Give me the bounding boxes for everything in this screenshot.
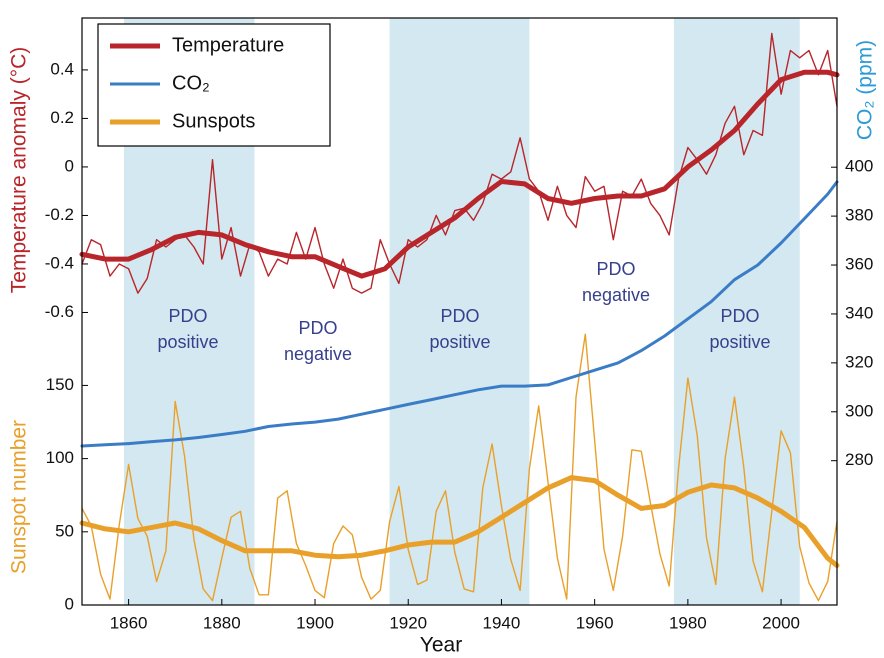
smoothed-line — [79, 475, 840, 568]
y2-tick-label: 380 — [845, 206, 873, 225]
y2-tick-label: 340 — [845, 303, 873, 322]
x-tick-label: 1860 — [110, 613, 148, 632]
smoothed-line — [79, 69, 840, 279]
y3-tick-label: 50 — [55, 521, 74, 540]
pdo-shade — [389, 18, 530, 605]
y2-tick-label: 300 — [845, 401, 873, 420]
y3-tick-label: 0 — [65, 594, 74, 613]
annotation: PDO — [720, 306, 759, 326]
x-tick-label: 1880 — [203, 613, 241, 632]
y3-tick-label: 150 — [46, 375, 74, 394]
annotation: PDO — [440, 306, 479, 326]
annotation: negative — [582, 285, 650, 305]
y2-axis-label: CO₂ (ppm) — [854, 40, 877, 140]
y-tick-label: -0.2 — [45, 205, 74, 224]
x-axis-label: Year — [420, 634, 462, 657]
smoothed-line — [80, 180, 839, 448]
y-tick-label: -0.6 — [45, 302, 74, 321]
y2-tick-label: 280 — [845, 450, 873, 469]
annual-line — [81, 32, 838, 294]
y2-tick-label: 320 — [845, 352, 873, 371]
y-tick-label: 0.2 — [50, 108, 74, 127]
y3-axis-label: Sunspot number — [8, 420, 31, 574]
annotation: positive — [429, 332, 490, 352]
annotation: negative — [284, 344, 352, 364]
plot-frame — [81, 17, 838, 606]
y3-tick-label: 100 — [46, 448, 74, 467]
annotation: PDO — [168, 306, 207, 326]
x-tick-label: 2000 — [762, 613, 800, 632]
y-tick-label: -0.4 — [45, 253, 74, 272]
annual-line — [81, 333, 838, 602]
x-tick-label: 1920 — [389, 613, 427, 632]
annotation: positive — [709, 332, 770, 352]
legend-label: Temperature — [172, 34, 284, 56]
x-tick-label: 1900 — [296, 613, 334, 632]
annotation: PDO — [596, 259, 635, 279]
x-tick-label: 1980 — [669, 613, 707, 632]
y-axis-label: Temperature anomaly (°C) — [8, 47, 31, 293]
y2-tick-label: 400 — [845, 157, 873, 176]
y-tick-label: 0.4 — [50, 59, 74, 78]
annotation: positive — [157, 332, 218, 352]
annotation: PDO — [298, 318, 337, 338]
legend-label: CO₂ — [172, 72, 210, 94]
x-tick-label: 1960 — [576, 613, 614, 632]
y-tick-label: 0 — [65, 156, 74, 175]
x-tick-label: 1940 — [483, 613, 521, 632]
y2-tick-label: 360 — [845, 255, 873, 274]
legend-label: Sunspots — [172, 110, 255, 132]
